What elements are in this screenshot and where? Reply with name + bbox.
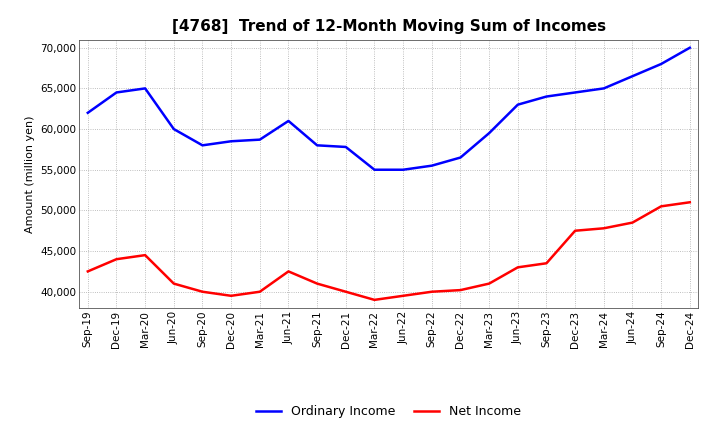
Net Income: [169, 281, 178, 286]
Net Income: [399, 293, 408, 298]
Ordinary Income: [571, 90, 580, 95]
Net Income: [685, 200, 694, 205]
Net Income: [628, 220, 636, 225]
Net Income: [542, 260, 551, 266]
Net Income: [428, 289, 436, 294]
Legend: Ordinary Income, Net Income: Ordinary Income, Net Income: [251, 400, 526, 423]
Net Income: [227, 293, 235, 298]
Net Income: [571, 228, 580, 233]
Net Income: [198, 289, 207, 294]
Title: [4768]  Trend of 12-Month Moving Sum of Incomes: [4768] Trend of 12-Month Moving Sum of I…: [172, 19, 606, 34]
Ordinary Income: [628, 73, 636, 79]
Net Income: [84, 269, 92, 274]
Ordinary Income: [428, 163, 436, 169]
Ordinary Income: [84, 110, 92, 115]
Net Income: [657, 204, 665, 209]
Ordinary Income: [141, 86, 150, 91]
Net Income: [485, 281, 493, 286]
Ordinary Income: [685, 45, 694, 50]
Ordinary Income: [513, 102, 522, 107]
Net Income: [256, 289, 264, 294]
Ordinary Income: [341, 144, 350, 150]
Net Income: [370, 297, 379, 303]
Net Income: [284, 269, 293, 274]
Ordinary Income: [256, 137, 264, 142]
Ordinary Income: [198, 143, 207, 148]
Line: Ordinary Income: Ordinary Income: [88, 48, 690, 170]
Net Income: [513, 265, 522, 270]
Net Income: [456, 287, 465, 293]
Ordinary Income: [370, 167, 379, 172]
Ordinary Income: [542, 94, 551, 99]
Net Income: [112, 257, 121, 262]
Ordinary Income: [600, 86, 608, 91]
Ordinary Income: [227, 139, 235, 144]
Ordinary Income: [456, 155, 465, 160]
Ordinary Income: [169, 126, 178, 132]
Net Income: [600, 226, 608, 231]
Net Income: [341, 289, 350, 294]
Ordinary Income: [657, 61, 665, 66]
Line: Net Income: Net Income: [88, 202, 690, 300]
Ordinary Income: [399, 167, 408, 172]
Y-axis label: Amount (million yen): Amount (million yen): [24, 115, 35, 233]
Ordinary Income: [485, 131, 493, 136]
Net Income: [312, 281, 321, 286]
Ordinary Income: [112, 90, 121, 95]
Net Income: [141, 253, 150, 258]
Ordinary Income: [312, 143, 321, 148]
Ordinary Income: [284, 118, 293, 124]
